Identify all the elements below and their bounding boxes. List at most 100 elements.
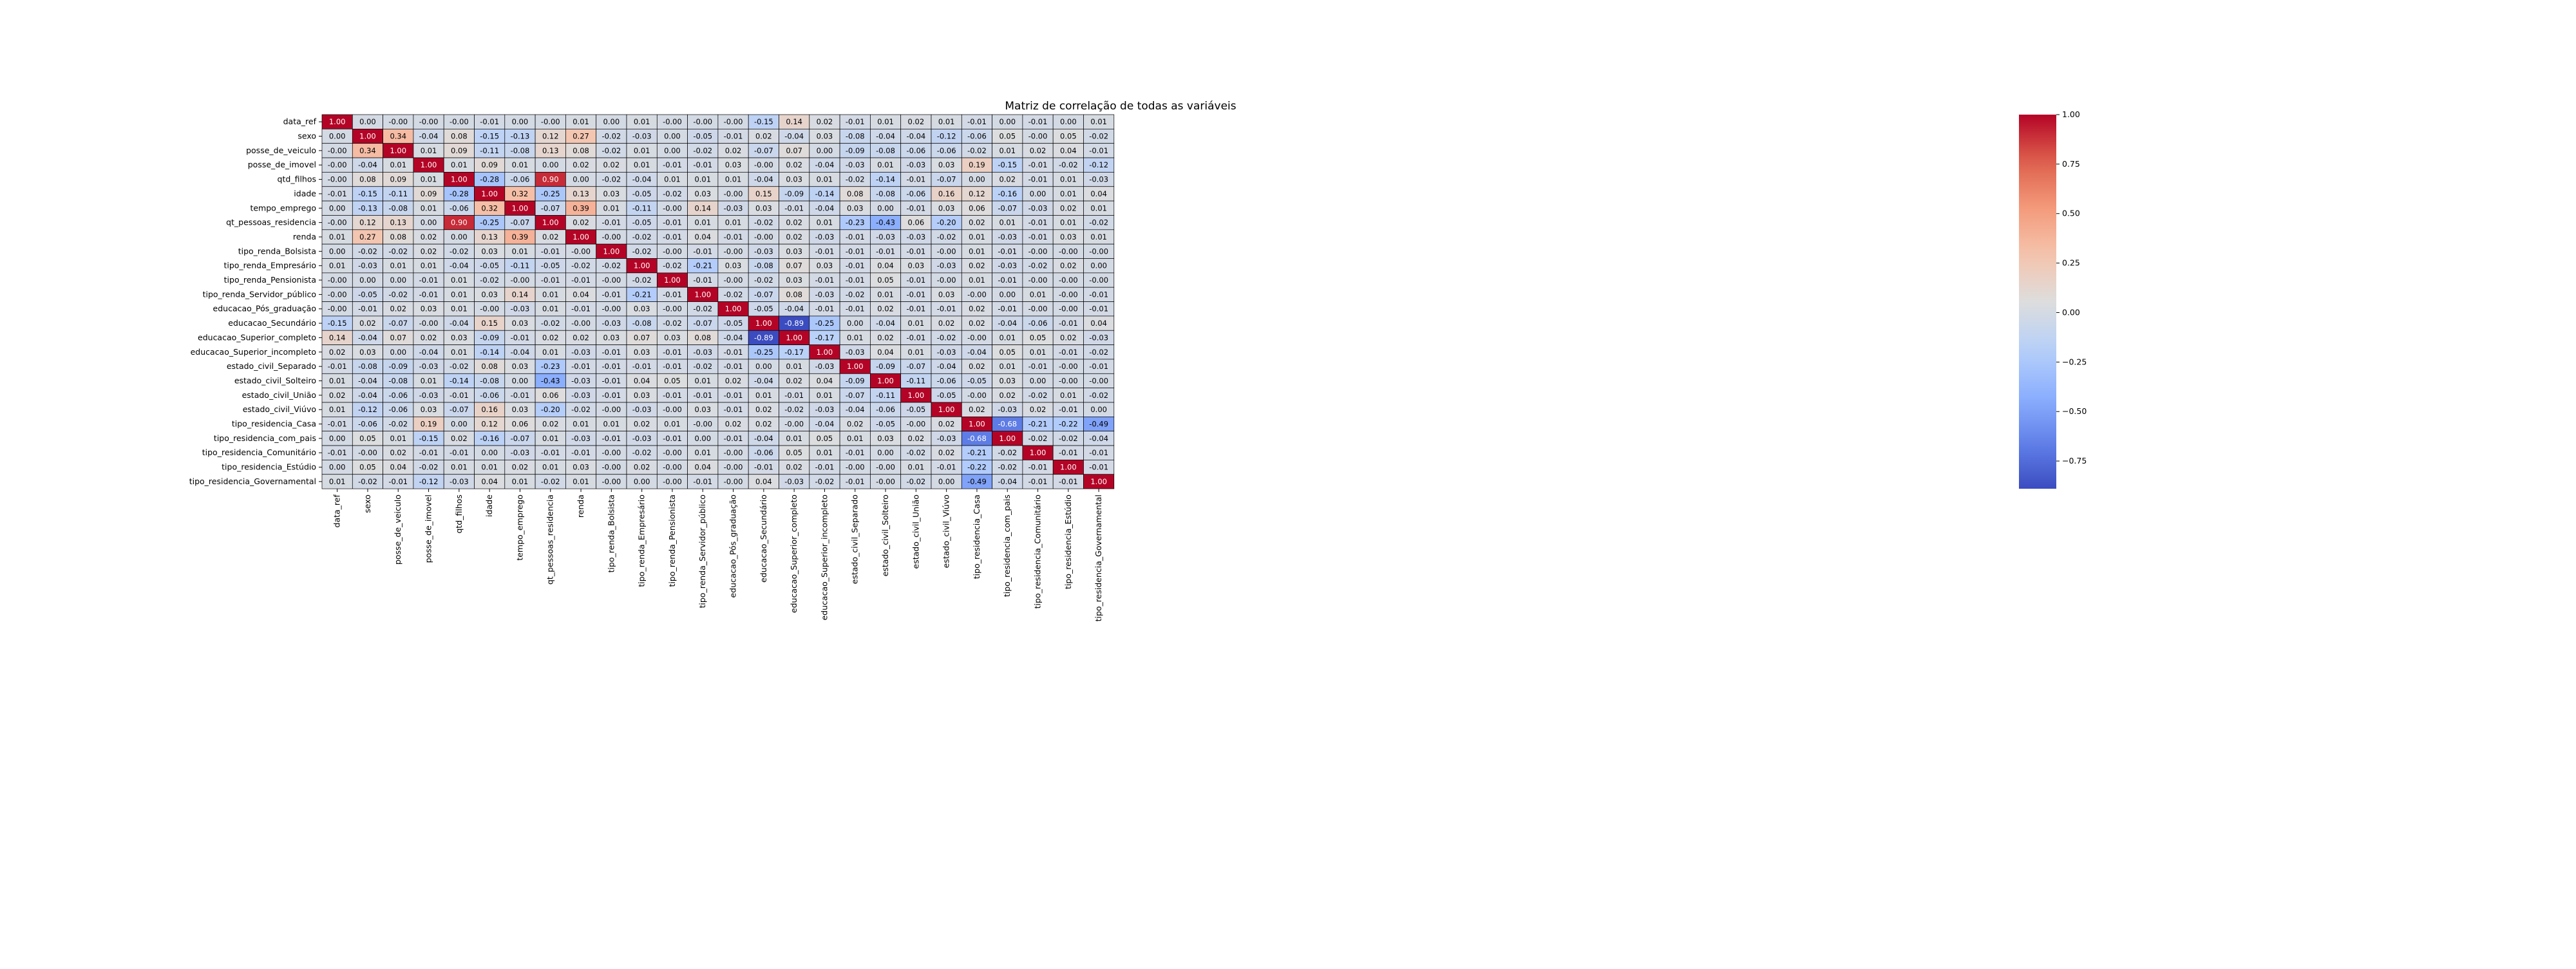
cell-value-label: 0.04 xyxy=(817,376,833,385)
cell-value-label: 0.02 xyxy=(908,434,925,443)
cell-value-label: -0.05 xyxy=(906,405,925,414)
cell-value-label: 0.03 xyxy=(421,305,437,314)
cell-value-label: 0.19 xyxy=(421,420,437,429)
cell-value-label: 0.01 xyxy=(603,420,620,429)
cell-value-label: -0.01 xyxy=(1089,362,1108,371)
cell-value-label: 0.13 xyxy=(390,218,406,227)
cell-value-label: -0.02 xyxy=(601,146,621,155)
row-label: tipo_residencia_Casa xyxy=(232,419,316,429)
column-label: tipo_residencia_com_pais xyxy=(1002,494,1012,597)
cell-value-label: 0.00 xyxy=(421,218,437,227)
cell-value-label: -0.03 xyxy=(937,261,956,270)
cell-value-label: 0.02 xyxy=(725,376,742,385)
cell-value-label: 0.01 xyxy=(329,261,346,270)
cell-value-label: -0.01 xyxy=(328,362,347,371)
cell-value-label: -0.02 xyxy=(601,175,621,184)
cell-value-label: 0.01 xyxy=(817,448,833,457)
cell-value-label: -0.07 xyxy=(450,405,469,414)
cell-value-label: 0.00 xyxy=(634,477,650,486)
cell-value-label: -0.25 xyxy=(480,218,499,227)
cell-value-label: -0.49 xyxy=(967,477,987,486)
cell-value-label: -0.03 xyxy=(419,391,439,400)
cell-value-label: 1.00 xyxy=(908,391,925,400)
cell-value-label: 0.02 xyxy=(786,232,802,241)
cell-value-label: -0.01 xyxy=(998,276,1017,285)
cell-value-label: -0.00 xyxy=(724,189,743,198)
cell-value-label: -0.01 xyxy=(724,362,743,371)
cell-value-label: 0.16 xyxy=(938,189,955,198)
column-label: posse_de_imovel xyxy=(424,494,433,563)
cell-value-label: 0.01 xyxy=(847,333,864,342)
cell-value-label: 0.09 xyxy=(481,160,498,169)
cell-value-label: -0.00 xyxy=(601,305,621,314)
row-label: estado_civil_União xyxy=(242,390,316,400)
cell-value-label: -0.15 xyxy=(419,434,439,443)
colorbar-tick-label: 0.00 xyxy=(2062,307,2080,317)
cell-value-label: -0.01 xyxy=(693,247,712,256)
cell-value-label: -0.28 xyxy=(450,189,469,198)
cell-value-label: -0.43 xyxy=(876,218,895,227)
cell-value-label: 0.03 xyxy=(573,463,589,472)
cell-value-label: 0.01 xyxy=(969,276,985,285)
cell-value-label: -0.01 xyxy=(1089,448,1108,457)
cell-value-label: 0.08 xyxy=(451,132,468,141)
cell-value-label: 0.00 xyxy=(999,290,1016,299)
cell-value-label: -0.04 xyxy=(967,348,987,357)
cell-value-label: 1.00 xyxy=(1090,477,1107,486)
cell-value-label: 1.00 xyxy=(512,203,529,212)
colorbar-tick-label: 0.75 xyxy=(2062,159,2080,169)
cell-value-label: 0.01 xyxy=(573,420,589,429)
cell-value-label: -0.03 xyxy=(815,362,835,371)
cell-value-label: 0.02 xyxy=(451,434,468,443)
cell-value-label: -0.68 xyxy=(967,434,987,443)
cell-value-label: -0.08 xyxy=(388,203,408,212)
cell-value-label: -0.00 xyxy=(784,420,804,429)
cell-value-label: -0.03 xyxy=(632,405,652,414)
cell-value-label: -0.02 xyxy=(388,420,408,429)
cell-value-label: -0.00 xyxy=(419,117,439,126)
cell-value-label: -0.07 xyxy=(998,203,1017,212)
cell-value-label: 0.01 xyxy=(999,218,1016,227)
cell-value-label: -0.12 xyxy=(937,132,956,141)
cell-value-label: -0.00 xyxy=(754,160,773,169)
cell-value-label: -0.04 xyxy=(846,405,865,414)
cell-value-label: -0.03 xyxy=(1028,203,1048,212)
cell-value-label: 0.34 xyxy=(359,146,376,155)
cell-value-label: 0.01 xyxy=(847,434,864,443)
cell-value-label: -0.01 xyxy=(541,247,560,256)
cell-value-label: -0.21 xyxy=(632,290,652,299)
cell-value-label: -0.02 xyxy=(632,448,652,457)
cell-value-label: -0.06 xyxy=(388,391,408,400)
cell-value-label: -0.02 xyxy=(663,261,682,270)
cell-value-label: 0.03 xyxy=(786,247,802,256)
cell-value-label: 0.03 xyxy=(1060,232,1077,241)
cell-value-label: -0.68 xyxy=(998,420,1017,429)
cell-value-label: 0.00 xyxy=(603,117,620,126)
cell-value-label: -0.04 xyxy=(511,348,530,357)
cell-value-label: -0.01 xyxy=(511,391,530,400)
cell-value-label: -0.04 xyxy=(876,132,895,141)
cell-value-label: -0.01 xyxy=(846,247,865,256)
cell-value-label: -0.03 xyxy=(846,348,865,357)
cell-value-label: -0.01 xyxy=(1059,348,1078,357)
cell-value-label: -0.01 xyxy=(1028,117,1048,126)
cell-value-label: 1.00 xyxy=(542,218,559,227)
cell-value-label: -0.00 xyxy=(328,218,347,227)
cell-value-label: -0.03 xyxy=(876,232,895,241)
cell-value-label: -0.00 xyxy=(906,420,925,429)
cell-value-label: -0.89 xyxy=(754,333,773,342)
cell-value-label: 0.01 xyxy=(908,348,925,357)
cell-value-label: -0.00 xyxy=(846,463,865,472)
cell-value-label: -0.02 xyxy=(1059,434,1078,443)
cell-value-label: -0.06 xyxy=(358,420,377,429)
cell-value-label: -0.00 xyxy=(663,305,682,314)
cell-value-label: -0.01 xyxy=(1028,463,1048,472)
cell-value-label: -0.01 xyxy=(1059,319,1078,328)
cell-value-label: -0.07 xyxy=(906,362,925,371)
cell-value-label: -0.02 xyxy=(632,232,652,241)
cell-value-label: 0.01 xyxy=(999,362,1016,371)
column-label: estado_civil_União xyxy=(911,494,920,569)
cell-value-label: -0.23 xyxy=(846,218,865,227)
cell-value-label: -0.03 xyxy=(571,376,591,385)
